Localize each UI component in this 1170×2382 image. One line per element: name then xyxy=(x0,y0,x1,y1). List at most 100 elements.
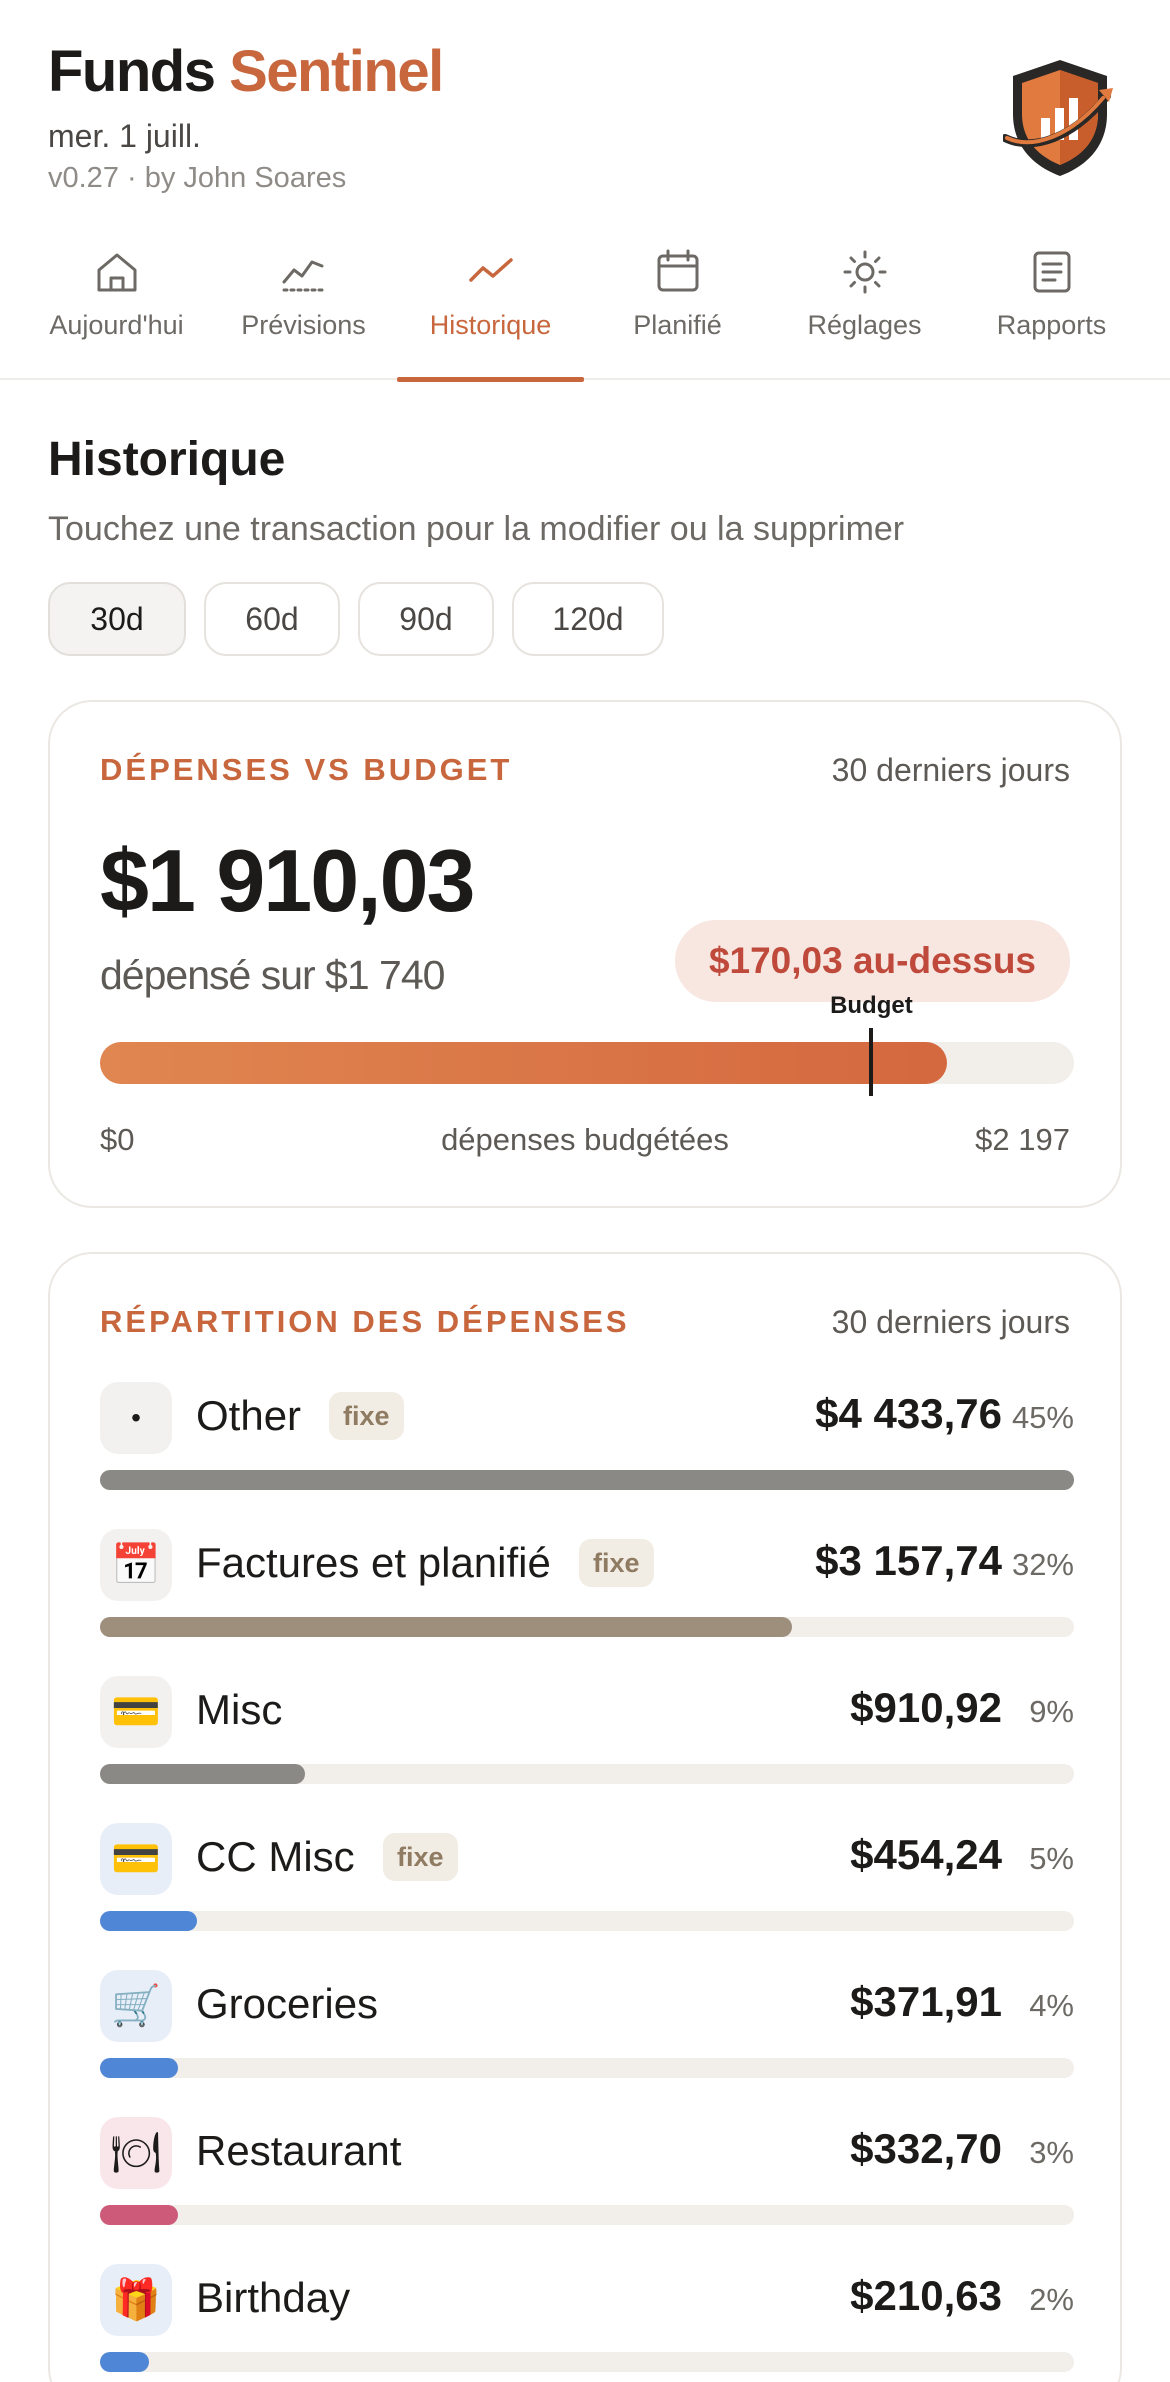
category-share-fill xyxy=(100,1470,1074,1490)
dot-icon: • xyxy=(100,1382,172,1454)
plate-cutlery-icon: 🍽 xyxy=(100,2117,172,2189)
tab-planned[interactable]: Planifié xyxy=(584,232,771,380)
tab-label: Réglages xyxy=(807,310,922,340)
page-subtitle: Touchez une transaction pour la modifier… xyxy=(48,510,905,548)
gift-icon: 🎁 xyxy=(100,2264,172,2336)
shopping-cart-icon: 🛒 xyxy=(100,1970,172,2042)
budget-progress-fill xyxy=(100,1042,947,1084)
trend-line-icon xyxy=(468,258,513,282)
axis-max-label: $2 197 xyxy=(975,1122,1070,1157)
category-share-fill xyxy=(100,2205,178,2225)
category-share-track xyxy=(100,1617,1074,1637)
category-share-track xyxy=(100,1764,1074,1784)
category-row[interactable]: • Other fixe $4 433,76 45% xyxy=(100,1382,1074,1502)
tab-today[interactable]: Aujourd'hui xyxy=(23,232,210,380)
tab-reports[interactable]: Rapports xyxy=(958,232,1145,380)
category-row[interactable]: 🎁 Birthday $210,63 2% xyxy=(100,2264,1074,2382)
tab-history[interactable]: Historique xyxy=(397,232,584,382)
category-share-track xyxy=(100,2352,1074,2372)
range-90d-button[interactable]: 90d xyxy=(358,582,494,656)
page-title: Historique xyxy=(48,433,286,486)
range-30d-button[interactable]: 30d xyxy=(48,582,186,656)
credit-card-icon: 💳 xyxy=(100,1676,172,1748)
category-share-track xyxy=(100,2205,1074,2225)
category-row[interactable]: 🛒 Groceries $371,91 4% xyxy=(100,1970,1074,2090)
category-share-fill xyxy=(100,1617,792,1637)
category-amount: $454,24 xyxy=(850,1831,1002,1878)
category-percent: 9% xyxy=(1029,1694,1074,1729)
fixed-badge: fixe xyxy=(579,1539,654,1587)
category-percent: 45% xyxy=(1011,1400,1074,1435)
tab-forecasts[interactable]: Prévisions xyxy=(210,232,397,380)
category-amount: $332,70 xyxy=(850,2125,1002,2172)
category-name: CC Misc xyxy=(196,1833,355,1880)
category-name: Factures et planifié xyxy=(196,1539,551,1586)
spending-breakdown-card: RÉPARTITION DES DÉPENSES 30 derniers jou… xyxy=(48,1252,1122,2382)
category-amount: $3 157,74 xyxy=(815,1537,1002,1584)
category-name: Birthday xyxy=(196,2274,351,2321)
main-tab-bar: Aujourd'hui Prévisions Historique Planif… xyxy=(0,232,1170,382)
current-date: mer. 1 juill. xyxy=(48,118,201,154)
category-name: Groceries xyxy=(196,1980,379,2027)
app-title-part2: Sentinel xyxy=(229,39,444,104)
category-percent: 32% xyxy=(1011,1547,1074,1582)
category-share-track xyxy=(100,2058,1074,2078)
calendar-icon: 📅 xyxy=(100,1529,172,1601)
category-share-track xyxy=(100,1911,1074,1931)
app-version: v0.27 · by John Soares xyxy=(48,162,347,194)
card-heading: DÉPENSES VS BUDGET xyxy=(100,752,513,787)
tab-settings[interactable]: Réglages xyxy=(771,232,958,380)
category-percent: 3% xyxy=(1029,2135,1074,2170)
axis-min-label: $0 xyxy=(100,1122,135,1157)
card-period: 30 derniers jours xyxy=(831,1304,1070,1340)
category-name: Misc xyxy=(196,1686,283,1733)
budget-marker-label: Budget xyxy=(830,992,913,1019)
spent-amount: $1 910,03 xyxy=(100,831,475,930)
app-title: Funds Sentinel xyxy=(48,38,444,105)
category-row[interactable]: 💳 CC Misc fixe $454,24 5% xyxy=(100,1823,1074,1943)
over-budget-badge: $170,03 au-dessus xyxy=(674,920,1070,1002)
category-percent: 2% xyxy=(1029,2282,1074,2317)
category-share-fill xyxy=(100,2352,149,2372)
category-amount: $210,63 xyxy=(850,2272,1002,2319)
forecast-chart-icon xyxy=(282,260,325,292)
range-60d-button[interactable]: 60d xyxy=(204,582,340,656)
range-120d-button[interactable]: 120d xyxy=(512,582,664,656)
category-share-fill xyxy=(100,1764,305,1784)
category-share-fill xyxy=(100,2058,178,2078)
spending-vs-budget-card: DÉPENSES VS BUDGET 30 derniers jours $1 … xyxy=(48,700,1122,1208)
category-share-track xyxy=(100,1470,1074,1490)
card-period: 30 derniers jours xyxy=(831,752,1070,788)
category-row[interactable]: 💳 Misc $910,92 9% xyxy=(100,1676,1074,1796)
category-amount: $4 433,76 xyxy=(815,1390,1002,1437)
category-row[interactable]: 🍽 Restaurant $332,70 3% xyxy=(100,2117,1074,2237)
fixed-badge: fixe xyxy=(383,1833,458,1881)
report-document-icon xyxy=(1033,251,1070,293)
fixed-badge: fixe xyxy=(329,1392,404,1440)
category-amount: $371,91 xyxy=(850,1978,1002,2025)
credit-card-icon: 💳 xyxy=(100,1823,172,1895)
calendar-icon xyxy=(657,249,698,292)
tab-label: Rapports xyxy=(996,310,1107,340)
budget-marker xyxy=(869,1028,874,1096)
app-header: Funds Sentinel mer. 1 juill. v0.27 · by … xyxy=(0,0,1170,220)
axis-mid-label: dépenses budgétées xyxy=(441,1122,729,1157)
category-row[interactable]: 📅 Factures et planifié fixe $3 157,74 32% xyxy=(100,1529,1074,1649)
shield-logo-icon xyxy=(1003,60,1113,176)
tab-label: Historique xyxy=(429,310,552,340)
category-share-fill xyxy=(100,1911,198,1931)
tab-label: Prévisions xyxy=(241,310,366,340)
spent-of-budget: dépensé sur $1 740 xyxy=(100,952,445,998)
budget-progress-track xyxy=(100,1028,1074,1096)
card-heading: RÉPARTITION DES DÉPENSES xyxy=(100,1304,630,1339)
category-name: Other xyxy=(196,1392,302,1439)
home-icon xyxy=(97,253,136,292)
category-percent: 5% xyxy=(1029,1841,1074,1876)
sun-gear-icon xyxy=(843,250,886,294)
category-name: Restaurant xyxy=(196,2127,402,2174)
tab-label: Aujourd'hui xyxy=(49,310,184,340)
tab-label: Planifié xyxy=(633,310,722,340)
category-percent: 4% xyxy=(1029,1988,1074,2023)
category-amount: $910,92 xyxy=(850,1684,1002,1731)
app-title-part1: Funds xyxy=(48,39,216,104)
